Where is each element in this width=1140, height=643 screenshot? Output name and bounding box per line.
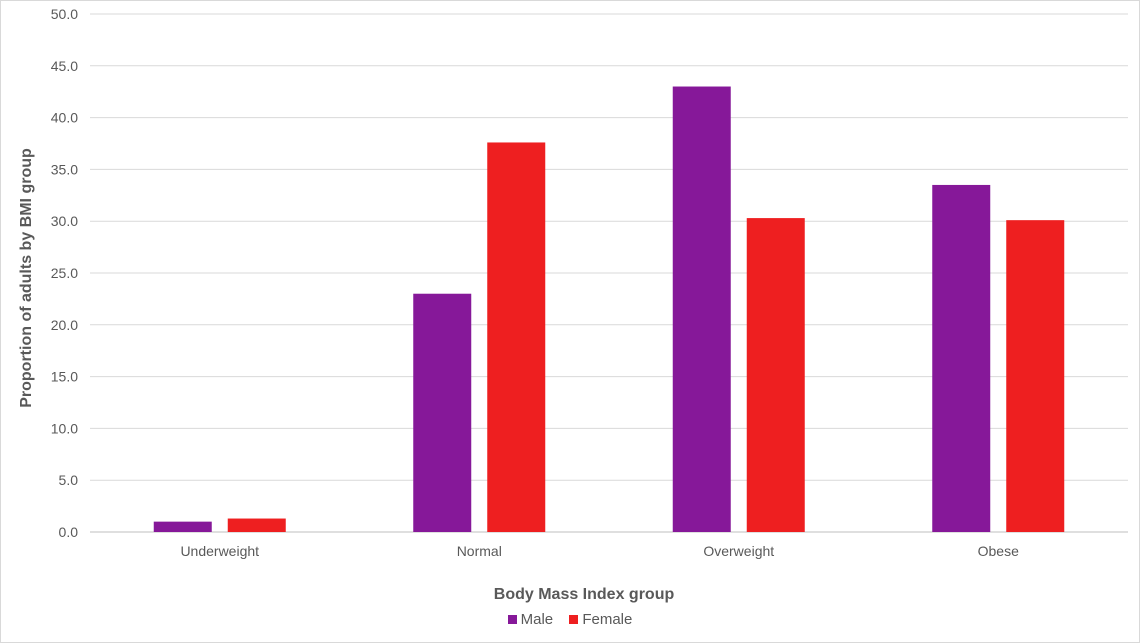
bar-male-obese	[932, 184, 991, 532]
y-tick-label: 15.0	[51, 369, 78, 385]
y-tick-label: 50.0	[51, 6, 78, 22]
y-axis-ticks: 0.0 5.0 10.0 15.0 20.0 25.0 30.0 35.0 40.0 45.0 50…	[51, 6, 78, 540]
bars	[153, 86, 1065, 533]
x-tick-label: Overweight	[703, 543, 774, 559]
bar-male-normal	[413, 293, 472, 532]
legend-item-female: Female	[569, 611, 632, 628]
x-tick-label: Normal	[457, 543, 502, 559]
y-tick-label: 40.0	[51, 110, 78, 126]
bar-female-overweight	[746, 218, 805, 533]
bar-female-normal	[487, 142, 546, 533]
legend-swatch-male	[507, 615, 517, 624]
y-tick-label: 5.0	[59, 472, 79, 488]
legend-swatch-female	[569, 615, 579, 624]
y-axis-title: Proportion of adults by BMI group	[18, 148, 35, 408]
y-tick-label: 10.0	[51, 420, 78, 436]
y-tick-label: 25.0	[51, 265, 78, 281]
x-axis-ticks: Underweight Normal Overweight Obese	[180, 543, 1019, 559]
bar-male-overweight	[672, 86, 731, 533]
x-axis-title: Body Mass Index group	[494, 586, 675, 603]
legend-label-female: Female	[582, 611, 633, 628]
y-tick-label: 45.0	[51, 58, 78, 74]
y-tick-label: 0.0	[59, 524, 79, 540]
y-tick-label: 30.0	[51, 213, 78, 229]
legend-label-male: Male	[520, 611, 554, 628]
bar-female-obese	[1006, 220, 1065, 532]
legend-item-male: Male	[507, 611, 554, 628]
bar-female-underweight	[227, 518, 286, 532]
x-tick-label: Obese	[978, 543, 1019, 559]
legend: Male Female	[0, 611, 1140, 628]
x-tick-label: Underweight	[180, 543, 259, 559]
y-tick-label: 20.0	[51, 317, 78, 333]
bar-male-underweight	[153, 521, 212, 532]
y-tick-label: 35.0	[51, 161, 78, 177]
